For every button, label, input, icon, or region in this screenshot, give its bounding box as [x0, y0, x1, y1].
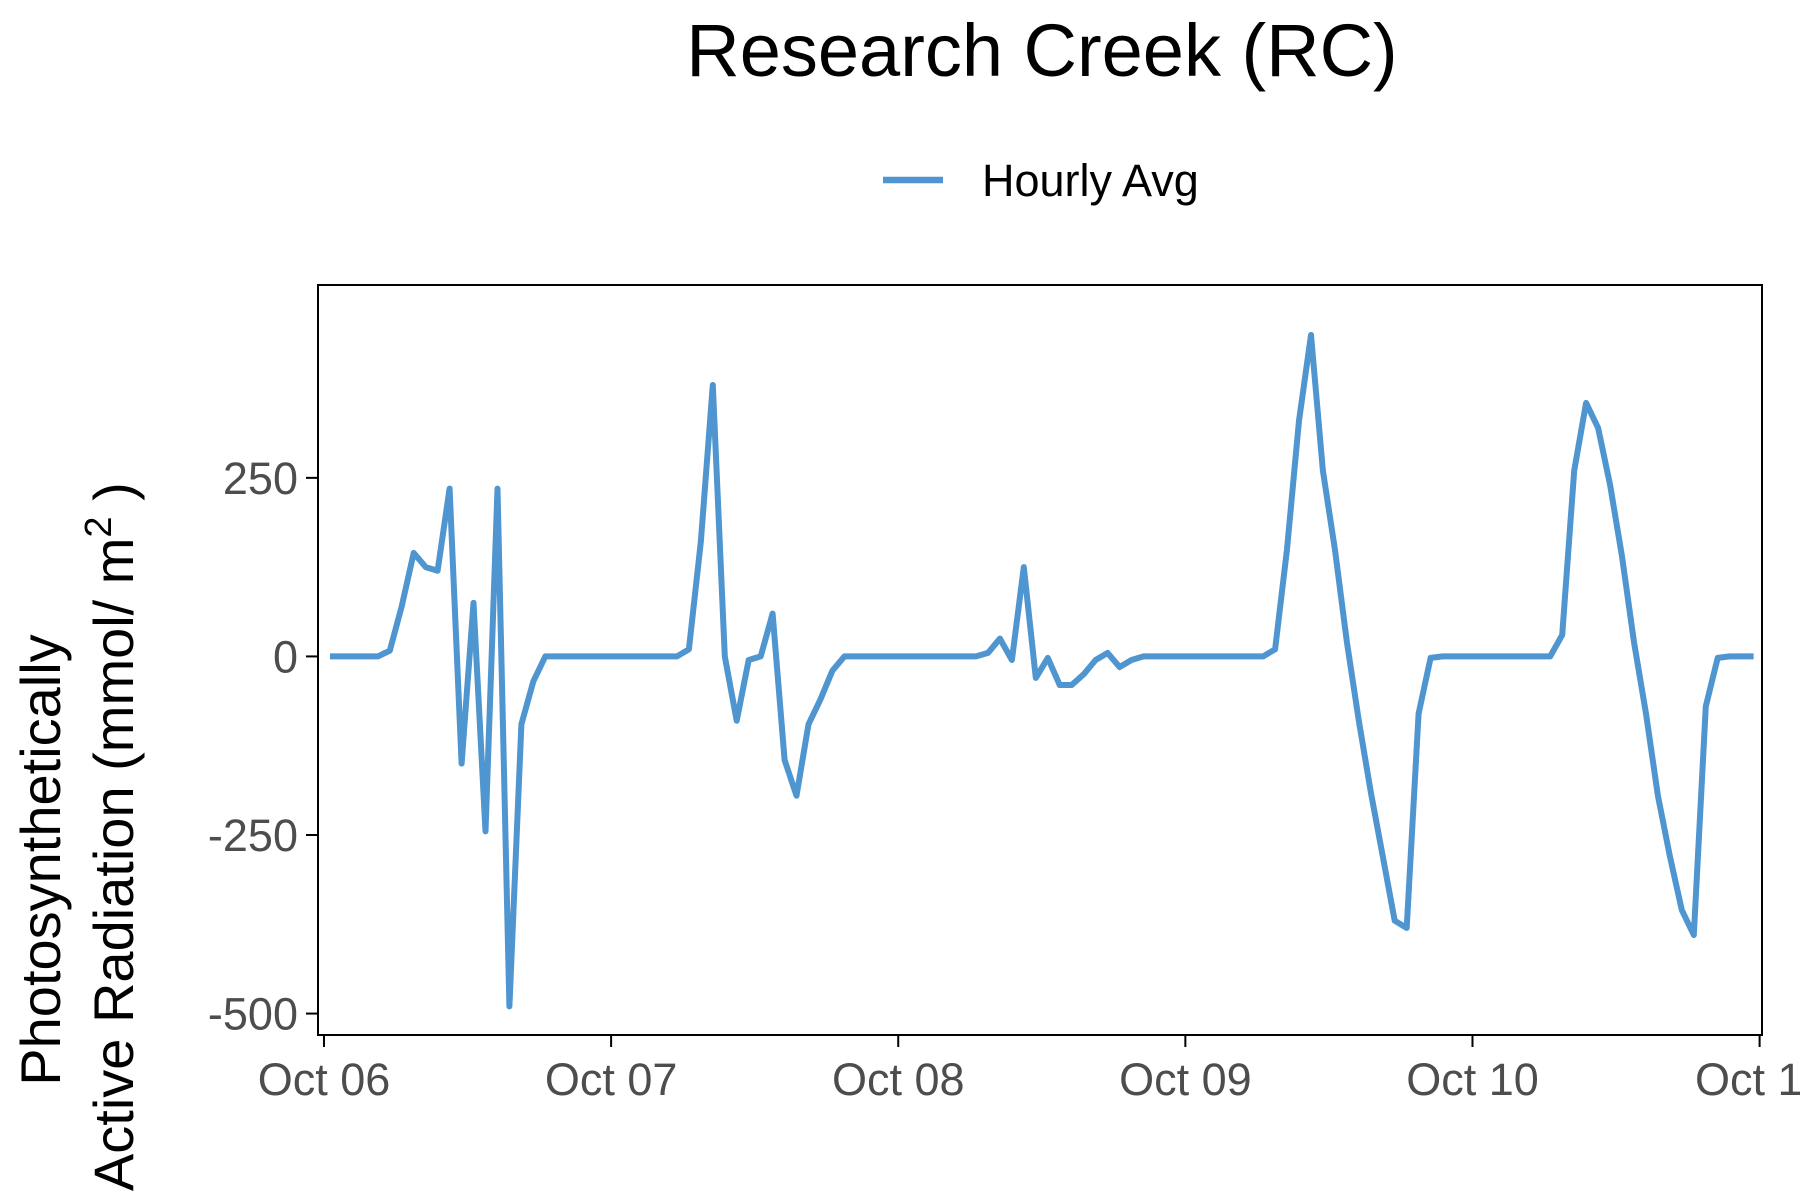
x-tick-label: Oct 10 — [1406, 1054, 1539, 1105]
x-tick-label: Oct 09 — [1119, 1054, 1252, 1105]
x-tick-label: Oct 11 — [1695, 1054, 1800, 1105]
y-tick-label: -500 — [208, 989, 298, 1040]
series-line-0 — [330, 332, 1754, 1010]
x-tick-label: Oct 07 — [545, 1054, 678, 1105]
x-axis: Oct 06 Oct 07 Oct 08 Oct 09 Oct 10 Oct 11 — [258, 1035, 1800, 1105]
y-axis-title-line-2: ∆ Active Radiation (mmol/ m2 ) — [78, 482, 145, 1200]
y-tick-label: -250 — [208, 810, 298, 861]
y-axis-title-close: ) — [82, 482, 145, 516]
plot-area — [330, 332, 1754, 1010]
x-tick-label: Oct 06 — [258, 1054, 391, 1105]
y-tick-label: 250 — [223, 453, 298, 504]
y-axis-title-line-1: Photosynthetically — [9, 634, 72, 1085]
x-tick-label: Oct 08 — [832, 1054, 965, 1105]
y-axis: 250 0 -250 -500 — [208, 453, 318, 1040]
plot-frame — [317, 284, 1763, 1036]
chart-title: Research Creek (RC) — [686, 9, 1397, 92]
legend: Hourly Avg — [883, 155, 1199, 206]
y-tick-label: 0 — [273, 631, 298, 682]
y-axis-title-main: ∆ Active Radiation (mmol/ m — [82, 538, 145, 1200]
y-axis-title-superscript: 2 — [78, 516, 120, 537]
legend-label-hourly-avg: Hourly Avg — [982, 155, 1199, 206]
